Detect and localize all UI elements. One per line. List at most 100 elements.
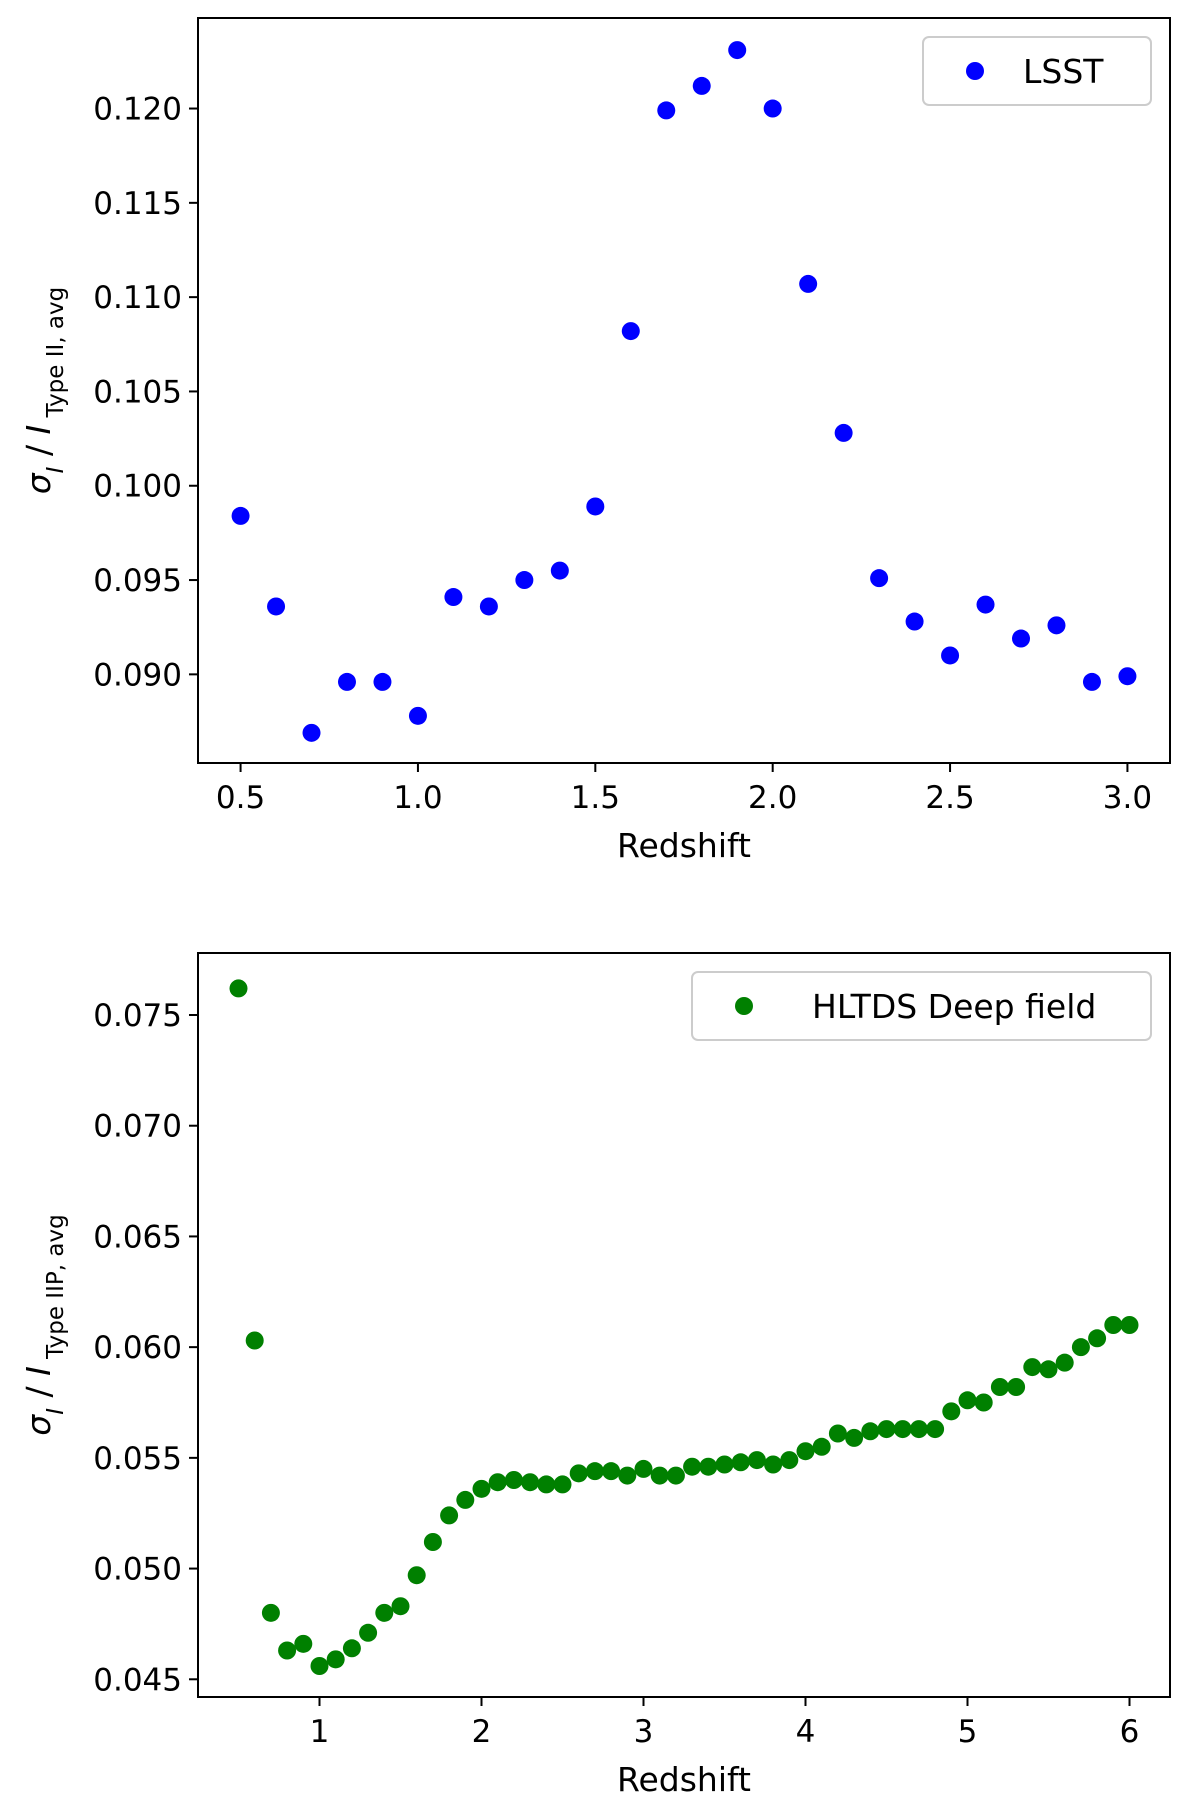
data-point	[504, 1471, 523, 1489]
y-axis-title: σI / I Type IIP, avg	[19, 1214, 69, 1435]
data-point	[267, 597, 286, 616]
x-tick-label: 4	[796, 1714, 816, 1750]
y-axis-title-part: I	[19, 1366, 58, 1376]
data-point	[310, 1657, 329, 1675]
y-axis-title-part: I	[19, 425, 58, 435]
x-axis-title: Redshift	[617, 1760, 751, 1799]
data-point	[764, 1455, 783, 1474]
y-axis-title: σI / I Type II, avg	[19, 287, 69, 495]
y-tick-label: 0.050	[93, 1552, 182, 1588]
plot-frame	[197, 952, 1171, 1698]
plot-frame	[197, 17, 1171, 764]
data-point	[780, 1451, 799, 1470]
data-point	[893, 1420, 912, 1439]
x-tick-label: 1	[310, 1714, 330, 1750]
data-point	[1012, 629, 1031, 648]
data-point	[278, 1641, 297, 1660]
legend-label: HLTDS Deep field	[812, 987, 1096, 1026]
x-tick-label: 1.0	[393, 780, 442, 816]
data-point	[488, 1473, 507, 1492]
chart-2: 1 2 3 4 5 6 0.045 0.050 0.055 0.060 0.065 0.070 0.07…	[19, 952, 1171, 1799]
data-point	[391, 1597, 410, 1616]
data-point	[796, 1442, 815, 1461]
data-point	[1088, 1329, 1107, 1348]
legend-marker	[735, 997, 753, 1015]
x-tick-label: 3.0	[1103, 780, 1152, 816]
data-point	[231, 506, 250, 525]
data-point	[373, 672, 392, 691]
y-tick-label: 0.055	[93, 1441, 182, 1477]
data-point	[294, 1634, 313, 1653]
data-point	[375, 1603, 394, 1622]
data-point	[245, 1331, 264, 1350]
data-point	[1007, 1378, 1026, 1396]
y-tick-label: 0.120	[93, 92, 182, 128]
y-axis-title-part: Type II, avg	[43, 287, 69, 425]
data-point	[870, 569, 889, 588]
data-point	[521, 1473, 540, 1492]
data-point	[1055, 1353, 1074, 1372]
data-point	[728, 41, 747, 60]
data-point	[326, 1650, 345, 1669]
data-point	[342, 1639, 361, 1658]
y-axis-title-part: I	[43, 466, 69, 473]
x-tick-label: 2.5	[925, 780, 974, 816]
data-point	[1104, 1316, 1123, 1334]
data-point	[812, 1437, 831, 1456]
y-axis-title-part: I	[43, 1408, 69, 1415]
data-point	[618, 1466, 637, 1485]
x-tick-label: 2	[472, 1714, 492, 1750]
y-tick-label: 0.075	[93, 998, 182, 1034]
data-point	[763, 99, 782, 118]
data-point	[926, 1420, 945, 1439]
y-tick-label: 0.105	[93, 374, 182, 410]
data-point	[683, 1457, 702, 1476]
y-tick-label: 0.090	[93, 657, 182, 693]
data-point	[302, 723, 321, 742]
data-point	[602, 1462, 621, 1481]
data-point	[657, 101, 676, 120]
data-point	[905, 612, 924, 631]
legend-label: LSST	[1023, 52, 1104, 91]
data-point	[976, 595, 995, 614]
data-point	[990, 1378, 1009, 1396]
data-point	[537, 1475, 556, 1494]
data-point	[1118, 667, 1137, 686]
data-point	[941, 646, 960, 665]
y-axis-title-part: /	[19, 434, 58, 466]
data-point	[861, 1422, 880, 1441]
data-point	[634, 1459, 653, 1478]
data-point	[621, 322, 640, 341]
x-axis-title: Redshift	[617, 826, 751, 865]
data-point	[834, 423, 853, 442]
data-point	[942, 1402, 961, 1421]
y-axis-title-part: σ	[19, 472, 58, 494]
data-point	[958, 1391, 977, 1410]
data-point	[444, 588, 463, 607]
data-point	[666, 1466, 685, 1485]
data-point	[1120, 1316, 1139, 1334]
x-tick-label: 2.0	[748, 780, 797, 816]
y-tick-label: 0.115	[93, 186, 182, 222]
data-point	[715, 1455, 734, 1474]
data-point	[440, 1506, 459, 1525]
data-point	[692, 76, 711, 95]
data-point	[1082, 672, 1101, 691]
y-tick-label: 0.110	[93, 280, 182, 316]
data-point	[731, 1453, 750, 1472]
x-tick-label: 0.5	[216, 780, 265, 816]
data-point	[229, 979, 248, 998]
legend-box	[691, 971, 1152, 1041]
data-point	[586, 497, 605, 516]
data-point	[1047, 616, 1066, 635]
data-point	[550, 561, 569, 580]
data-point	[828, 1424, 847, 1443]
y-tick-label: 0.045	[93, 1662, 182, 1698]
x-tick-label: 5	[958, 1714, 978, 1750]
y-tick-label: 0.070	[93, 1109, 182, 1145]
data-point	[909, 1420, 928, 1439]
data-point	[1039, 1360, 1058, 1379]
data-point	[569, 1464, 588, 1483]
y-tick-label: 0.100	[93, 469, 182, 505]
